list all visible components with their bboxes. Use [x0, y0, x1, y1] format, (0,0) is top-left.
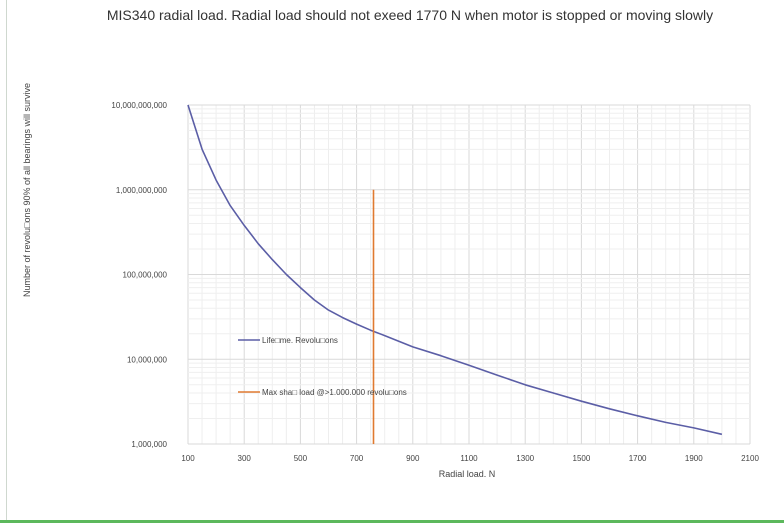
grid — [187, 104, 751, 445]
series-line-lifetime — [187, 104, 723, 436]
legend-label-lifetime: Life□me. Revolu□ons — [262, 336, 338, 345]
x-tick-label: 1100 — [460, 454, 478, 463]
left-divider — [6, 0, 7, 520]
x-tick-label: 900 — [406, 454, 420, 463]
y-tick-label: 1,000,000 — [131, 440, 167, 449]
chart-title: MIS340 radial load. Radial load should n… — [107, 7, 713, 23]
legend-label-max-shaft-load: Max sha□ load @>1.000.000 revolu□ons — [262, 388, 407, 397]
y-tick-label: 10,000,000,000 — [111, 101, 167, 110]
y-axis-label: Number of revolu□ons 90% of all bearings… — [22, 83, 32, 297]
x-tick-label: 500 — [294, 454, 308, 463]
x-tick-label: 1300 — [516, 454, 534, 463]
legend: Life□me. Revolu□ons Max sha□ load @>1.00… — [238, 336, 407, 397]
x-tick-label: 2100 — [741, 454, 759, 463]
x-tick-label: 300 — [238, 454, 252, 463]
series-layer — [187, 104, 723, 444]
bottom-divider — [0, 520, 784, 523]
x-tick-label: 1500 — [573, 454, 591, 463]
x-tick-label: 700 — [350, 454, 364, 463]
x-axis-label: Radial load. N — [439, 469, 496, 479]
y-tick-label: 100,000,000 — [123, 271, 168, 280]
y-tick-label: 10,000,000 — [127, 355, 168, 364]
x-tick-labels: 100 300 500 700 900 1100 1300 1500 1700 1900 2100 — [181, 454, 759, 463]
x-tick-label: 1700 — [629, 454, 647, 463]
x-tick-label: 1900 — [685, 454, 703, 463]
y-tick-labels: 1,000,000 10,000,000 100,000,000 1,000,000,… — [111, 101, 167, 449]
y-tick-label: 1,000,000,000 — [116, 186, 168, 195]
x-tick-label: 100 — [181, 454, 195, 463]
